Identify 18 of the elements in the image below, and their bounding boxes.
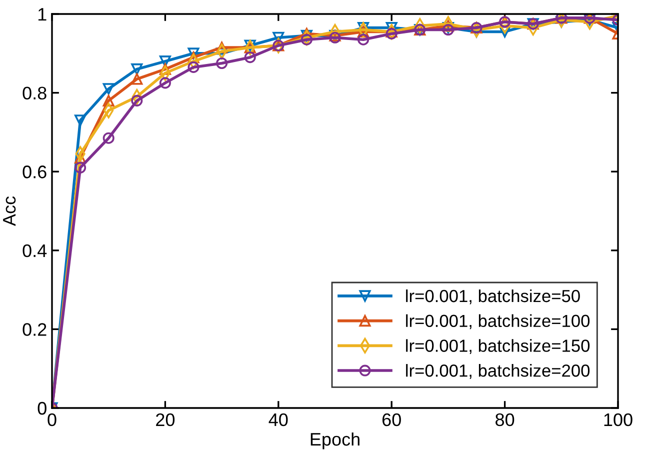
x-tick-label: 100 (604, 413, 632, 426)
legend-label: lr=0.001, batchsize=100 (406, 314, 590, 330)
x-tick-label: 0 (48, 413, 56, 426)
y-tick-label: 0.2 (22, 323, 46, 336)
x-tick-label: 20 (156, 413, 175, 426)
y-tick-label: 1 (38, 8, 46, 21)
y-tick-label: 0 (38, 402, 46, 415)
y-tick-label: 0.4 (22, 244, 47, 258)
x-tick-label: 40 (268, 413, 288, 426)
legend-label: lr=0.001, batchsize=200 (406, 364, 590, 379)
x-tick-label: 60 (382, 413, 401, 426)
y-tick-label: 0.6 (22, 166, 46, 178)
y-axis-title: Acc (3, 196, 16, 226)
y-tick-label: 0.8 (22, 86, 46, 100)
x-axis-title: Epoch (310, 432, 360, 450)
x-tick-label: 80 (496, 413, 514, 426)
legend-label: lr=0.001, batchsize=150 (406, 339, 590, 354)
legend-label: lr=0.001, batchsize=50 (406, 289, 580, 304)
